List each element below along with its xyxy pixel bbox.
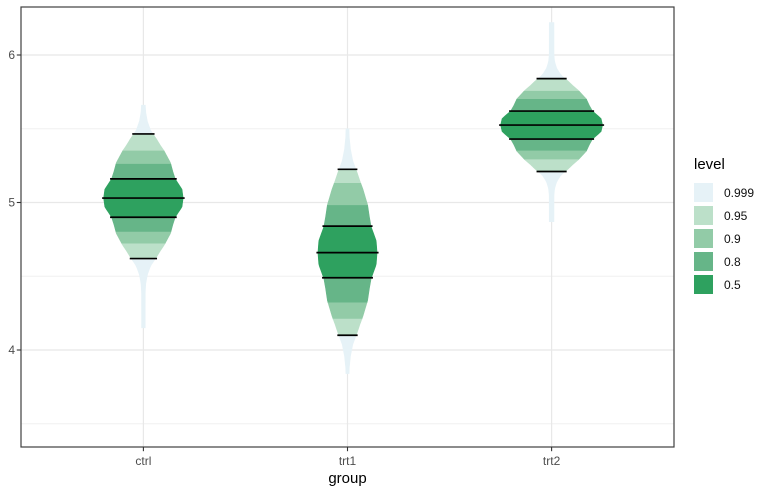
legend-item-0.95: 0.95 <box>694 206 754 225</box>
violin-band-ctrl-level-0.9 <box>115 150 172 165</box>
legend-item-0.999: 0.999 <box>694 183 754 202</box>
violin-band-trt1-level-0.9 <box>326 183 369 206</box>
legend-key-swatch <box>694 275 713 294</box>
violin-band-trt2-level-0.9 <box>516 90 587 100</box>
x-axis-tick-label: ctrl <box>135 454 151 468</box>
legend-item-label: 0.5 <box>724 277 741 292</box>
violin-band-ctrl-level-0.9 <box>115 231 172 245</box>
legend-item-0.5: 0.5 <box>694 275 754 294</box>
legend-item-0.9: 0.9 <box>694 229 754 248</box>
violin-band-trt1-level-0.999 <box>338 334 357 374</box>
legend-key-swatch <box>694 229 713 248</box>
violin-band-trt2-level-0.9 <box>516 150 587 161</box>
violin-band-trt1-level-0.95 <box>333 169 362 184</box>
violin-band-ctrl-level-0.8 <box>111 163 176 180</box>
legend-key-swatch <box>694 252 713 271</box>
violin-band-ctrl-level-0.999 <box>130 258 157 329</box>
x-axis-tick-label: trt2 <box>543 454 561 468</box>
y-axis-tick-label: 5 <box>8 196 15 210</box>
legend: level 0.999 0.95 0.9 0.8 0.5 <box>694 156 754 298</box>
legend-item-label: 0.999 <box>724 185 755 200</box>
violin-band-trt1-level-0.9 <box>327 302 368 320</box>
legend-key-swatch <box>694 206 713 225</box>
violin-band-trt2-level-0.999 <box>537 171 566 222</box>
violin-band-ctrl-level-0.8 <box>111 216 176 233</box>
x-axis-tick-label: trt1 <box>339 454 357 468</box>
violin-band-trt2-level-0.8 <box>509 138 594 152</box>
violin-band-trt2-level-0.8 <box>510 98 594 112</box>
violin-band-trt1-level-0.8 <box>323 205 372 227</box>
legend-item-0.8: 0.8 <box>694 252 754 271</box>
legend-item-label: 0.95 <box>724 208 748 223</box>
violin-band-trt1-level-0.8 <box>323 277 372 304</box>
legend-item-label: 0.9 <box>724 231 741 246</box>
legend-item-label: 0.8 <box>724 254 741 269</box>
legend-key-swatch <box>694 183 713 202</box>
legend-items: 0.999 0.95 0.9 0.8 0.5 <box>694 183 754 294</box>
x-axis-title: group <box>328 470 367 487</box>
y-axis-tick-label: 6 <box>8 48 15 62</box>
y-axis-tick-label: 4 <box>8 343 15 357</box>
legend-title: level <box>694 156 725 173</box>
